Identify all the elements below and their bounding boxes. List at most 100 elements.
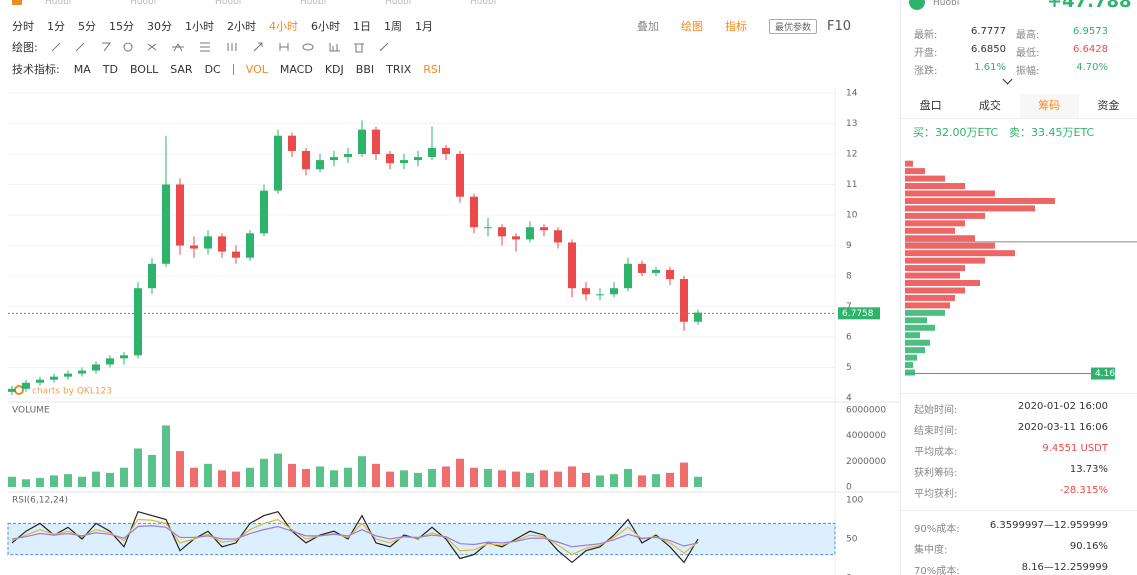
candle-body bbox=[106, 358, 114, 365]
chip-bar bbox=[905, 317, 927, 324]
watermark: charts by QKL123 bbox=[32, 387, 112, 397]
exchange-icon bbox=[909, 0, 925, 10]
low-marker-label: 4.16 bbox=[1095, 369, 1115, 379]
indicator[interactable]: RSI bbox=[423, 62, 442, 76]
action-bar: 叠加 绘图 指标 最优参数 F10 bbox=[637, 18, 851, 34]
chart: 4 5 6 7 8 9 10 11 12 13 14 charts by QKL123 6.7758 VO… bbox=[7, 88, 900, 575]
volume-bar bbox=[302, 469, 310, 487]
indicator[interactable]: MA bbox=[73, 62, 91, 76]
candle-body bbox=[134, 288, 142, 356]
expand-chevron[interactable] bbox=[1002, 74, 1013, 85]
stat-value: 6.7777 bbox=[971, 26, 1006, 37]
indicator[interactable]: VOL bbox=[245, 62, 268, 76]
timeframe[interactable]: 4小时 bbox=[269, 20, 298, 33]
y-tick-label: 5 bbox=[846, 363, 852, 373]
candle-body bbox=[50, 376, 58, 380]
volume-bar bbox=[554, 471, 562, 487]
rsi-tick-label: 0 bbox=[846, 574, 852, 575]
stat-label: 开盘: bbox=[914, 48, 938, 59]
indicator[interactable]: DC bbox=[204, 62, 221, 76]
current-price-label: 6.7758 bbox=[842, 309, 874, 319]
indicator[interactable]: BBI bbox=[355, 62, 375, 76]
chip-stat-label: 70%成本: bbox=[914, 566, 960, 575]
draw-label: 绘图: bbox=[12, 41, 38, 54]
volume-bar bbox=[694, 476, 702, 487]
indicator[interactable]: MACD bbox=[279, 62, 313, 76]
current-price-box bbox=[838, 307, 880, 320]
timeframe[interactable]: 2小时 bbox=[227, 20, 256, 33]
volume-bar bbox=[498, 470, 506, 487]
stat-value: 1.61% bbox=[974, 62, 1006, 73]
volume-bar bbox=[218, 470, 226, 487]
timeframe[interactable]: 15分 bbox=[109, 20, 134, 33]
volume-bar bbox=[372, 463, 380, 487]
candle-body bbox=[162, 184, 170, 264]
rsi-tick-label: 100 bbox=[846, 496, 863, 506]
candle-body bbox=[498, 227, 506, 237]
volume-bar bbox=[638, 475, 646, 487]
f10-button[interactable]: F10 bbox=[827, 18, 852, 34]
timeframe[interactable]: 1分 bbox=[47, 20, 65, 33]
candle-body bbox=[456, 154, 464, 197]
tab-strip: Huobi Huobi Huobi Huobi Huobi Huobi bbox=[45, 0, 555, 8]
indicator[interactable]: BOLL bbox=[129, 62, 159, 76]
chip-bar bbox=[905, 242, 995, 249]
volume-label: VOLUME bbox=[12, 406, 50, 416]
volume-bar bbox=[652, 474, 660, 487]
toolbar-action[interactable]: 绘图 bbox=[681, 20, 703, 33]
rsi-line bbox=[11, 510, 699, 564]
chip-bar bbox=[905, 220, 965, 227]
chip-bar bbox=[905, 205, 1035, 212]
candle-body bbox=[512, 236, 520, 240]
candle-body bbox=[8, 388, 16, 392]
timeframe[interactable]: 分时 bbox=[12, 20, 34, 33]
stat-value: 6.6850 bbox=[971, 44, 1006, 55]
timeframe[interactable]: 1月 bbox=[415, 20, 433, 33]
candle-body bbox=[428, 147, 436, 158]
y-tick-label: 4 bbox=[846, 394, 852, 404]
candle-body bbox=[568, 242, 576, 289]
indicator[interactable]: SAR bbox=[170, 62, 193, 76]
chip-chart: 4.16 bbox=[905, 160, 1137, 380]
chip-bar bbox=[905, 265, 965, 272]
indicator[interactable]: KDJ bbox=[324, 62, 344, 76]
candle-body bbox=[386, 154, 394, 164]
indicator[interactable]: TRIX bbox=[386, 62, 412, 76]
volume-bar bbox=[400, 470, 408, 487]
timeframe[interactable]: 30分 bbox=[147, 20, 172, 33]
draw-tools[interactable] bbox=[48, 40, 478, 54]
panel-tab[interactable]: 盘口 bbox=[919, 99, 942, 112]
chip-bar bbox=[905, 302, 950, 309]
candle-body bbox=[288, 135, 296, 151]
candle-body bbox=[148, 263, 156, 289]
timeframe[interactable]: 1周 bbox=[384, 20, 402, 33]
chip-bar bbox=[905, 235, 975, 242]
volume-bar bbox=[64, 474, 72, 487]
chip-bar bbox=[905, 294, 955, 301]
panel-tab[interactable]: 资金 bbox=[1097, 99, 1120, 112]
panel-tab[interactable]: 筹码 bbox=[1019, 94, 1079, 118]
timeframe[interactable]: 1小时 bbox=[185, 20, 214, 33]
y-tick-label: 10 bbox=[846, 211, 858, 221]
candle-body bbox=[64, 373, 72, 377]
volume-bar bbox=[274, 453, 282, 487]
chip-bar bbox=[905, 160, 913, 167]
candle-body bbox=[232, 251, 240, 258]
timeframe[interactable]: 1日 bbox=[353, 20, 371, 33]
stat-label: 最新: bbox=[914, 30, 938, 41]
toolbar-action[interactable]: 叠加 bbox=[637, 20, 659, 33]
panel-tab[interactable]: 成交 bbox=[978, 99, 1001, 112]
timeframe[interactable]: 5分 bbox=[78, 20, 96, 33]
timeframe[interactable]: 6小时 bbox=[311, 20, 340, 33]
browser-tab: Huobi bbox=[470, 0, 497, 7]
chip-bar bbox=[905, 347, 925, 354]
volume-bar bbox=[204, 463, 212, 487]
param-button[interactable]: 最优参数 bbox=[769, 18, 818, 34]
chip-bar bbox=[905, 250, 1015, 257]
volume-bar bbox=[526, 472, 534, 487]
volume-bar bbox=[176, 451, 184, 487]
toolbar-action[interactable]: 指标 bbox=[725, 20, 747, 33]
indicator[interactable]: TD bbox=[102, 62, 118, 76]
chip-bar bbox=[905, 257, 985, 264]
